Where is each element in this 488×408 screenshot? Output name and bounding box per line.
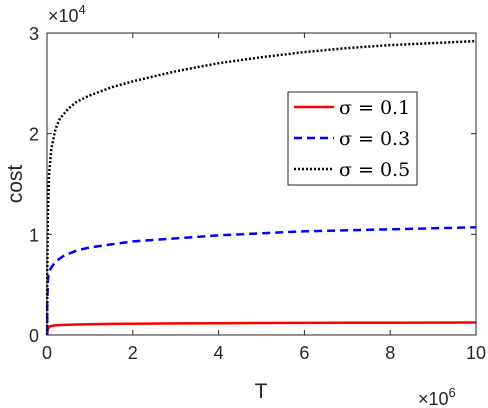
series-line-1 (45, 321, 477, 335)
x-multiplier-exponent: 6 (449, 385, 456, 400)
y-axis-label: cost (4, 165, 27, 204)
axis-ticks: 0 2 4 6 8 10 0 1 2 3 (29, 24, 486, 363)
plot-frame (46, 32, 477, 336)
legend-label-3: σ = 0.5 (339, 159, 410, 181)
plot-lines (45, 39, 477, 335)
y-tick-label: 3 (29, 24, 39, 44)
x-multiplier: ×106 (418, 385, 456, 408)
x-tick-label: 4 (214, 343, 224, 363)
y-tick-label: 0 (29, 326, 39, 346)
legend-label-1: σ = 0.1 (339, 97, 410, 119)
y-tick-label: 1 (29, 225, 39, 245)
series-line-3 (45, 39, 477, 335)
x-tick-label: 6 (299, 343, 309, 363)
y-tick-label: 2 (29, 125, 39, 145)
x-tick-label: 2 (128, 343, 138, 363)
y-multiplier: ×104 (48, 2, 86, 26)
legend: σ = 0.1 σ = 0.3 σ = 0.5 (287, 91, 418, 186)
series-line-2 (45, 226, 477, 335)
x-axis-label: T (255, 380, 268, 403)
y-multiplier-exponent: 4 (79, 2, 86, 17)
x-tick-label: 8 (385, 343, 395, 363)
x-tick-label: 0 (42, 343, 52, 363)
legend-label-2: σ = 0.3 (339, 128, 410, 150)
x-tick-label: 10 (466, 343, 486, 363)
